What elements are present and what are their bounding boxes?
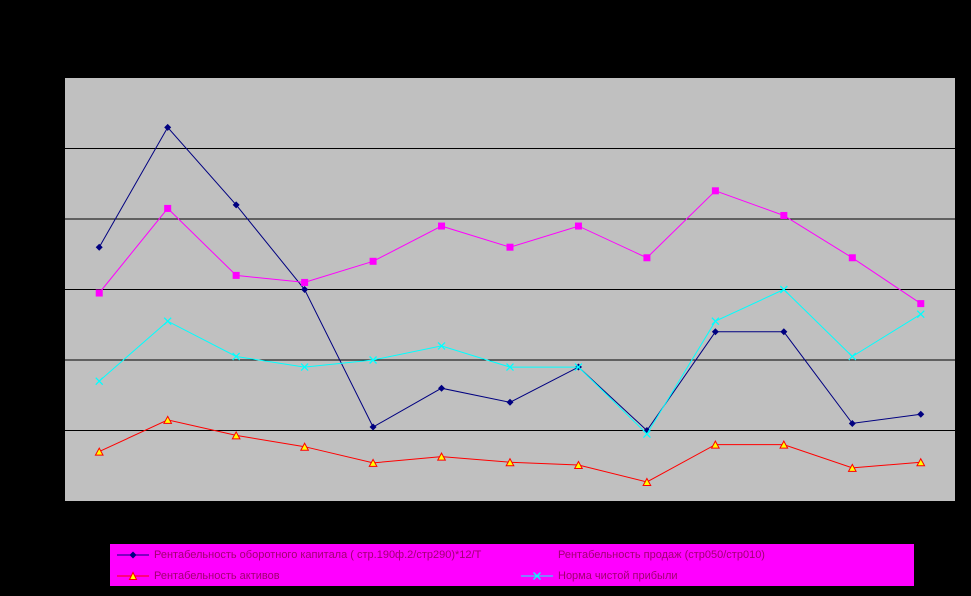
data-point (231, 430, 241, 440)
data-point (301, 286, 309, 293)
data-point (779, 285, 788, 294)
legend-item-series-3: Рентабельность активов (116, 567, 280, 585)
data-point (94, 447, 104, 456)
data-point (711, 187, 719, 195)
data-point (780, 211, 788, 219)
data-point (436, 452, 447, 461)
legend-marker-x-icon (521, 572, 553, 580)
data-point (369, 423, 377, 431)
data-point (506, 363, 514, 372)
data-point (163, 317, 172, 326)
legend-item-series-2: Рентабельность продаж (стр050/стр010) (520, 546, 765, 564)
data-point (163, 415, 173, 424)
data-point (642, 477, 652, 486)
data-point (573, 460, 584, 470)
data-point (95, 377, 104, 386)
data-point (506, 243, 514, 251)
data-point (164, 123, 172, 131)
data-point (300, 363, 309, 372)
data-point (848, 419, 856, 427)
data-point (848, 352, 857, 361)
legend-item-series-1: Рентабельность оборотного капитала ( стр… (116, 546, 481, 564)
legend: Рентабельность оборотного капитала ( стр… (110, 544, 914, 586)
data-point (505, 457, 515, 467)
data-point (917, 410, 925, 418)
legend-label-series-4: Норма чистой прибыли (558, 570, 678, 582)
data-point (369, 356, 378, 364)
series-4 (95, 285, 925, 438)
data-point (710, 440, 721, 449)
data-point (779, 440, 789, 449)
data-point (95, 289, 103, 297)
data-point (232, 201, 240, 209)
series-layer (94, 123, 926, 486)
data-point (847, 463, 857, 472)
data-point (301, 278, 309, 286)
data-point (643, 254, 651, 262)
legend-label-series-3: Рентабельность активов (154, 570, 280, 582)
data-point (711, 317, 720, 326)
data-point (299, 442, 310, 451)
data-point (916, 457, 926, 467)
data-point (711, 328, 719, 336)
data-point (95, 243, 103, 251)
data-point (574, 222, 582, 230)
data-point (164, 204, 172, 212)
legend-label-series-1: Рентабельность оборотного капитала ( стр… (154, 549, 482, 561)
legend-marker-diamond-icon (117, 551, 149, 559)
data-point (232, 271, 240, 279)
data-point (574, 363, 583, 372)
data-point (917, 300, 925, 308)
legend-marker-triangle-icon (117, 571, 149, 580)
data-point (368, 458, 378, 467)
data-point (369, 257, 377, 265)
legend-marker-square-icon (521, 551, 553, 559)
data-point (232, 352, 241, 361)
data-point (642, 430, 651, 438)
data-point (438, 384, 446, 392)
legend-label-series-2: Рентабельность продаж (стр050/стр010) (558, 549, 765, 561)
data-point (780, 328, 788, 336)
legend-item-series-4: Норма чистой прибыли (520, 567, 678, 585)
series-3 (94, 415, 926, 486)
data-point (438, 222, 446, 230)
data-point (848, 254, 856, 262)
data-point (437, 341, 446, 350)
data-point (506, 398, 514, 406)
series-2 (95, 187, 925, 308)
data-point (916, 310, 925, 319)
